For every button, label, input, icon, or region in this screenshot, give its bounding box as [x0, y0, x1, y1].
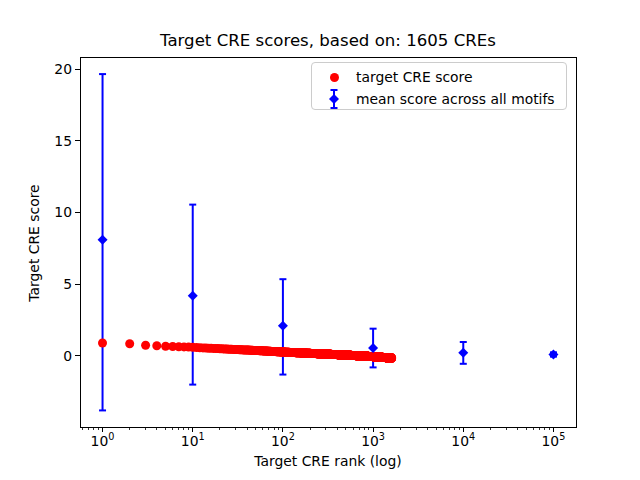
mean-score-diamond [368, 343, 378, 353]
x-tick-label: 101 [181, 431, 205, 449]
x-tick-label: 102 [271, 431, 295, 449]
x-tick-label: 104 [451, 431, 475, 449]
legend: target CRE score mean score across all m… [311, 62, 567, 110]
y-tick-label: 20 [54, 61, 72, 77]
red-dot [125, 339, 134, 348]
legend-entry-target-score: target CRE score [312, 66, 566, 88]
y-axis-label: Target CRE score [26, 143, 42, 343]
mean-score-diamond [548, 349, 558, 359]
mean-score-diamond [188, 291, 198, 301]
x-tick-label: 105 [542, 431, 566, 449]
legend-label: mean score across all motifs [356, 91, 555, 107]
y-tick-label: 5 [63, 276, 72, 292]
red-dot [98, 339, 107, 348]
y-tick-label: 15 [54, 133, 72, 149]
mean-score-diamond [278, 321, 288, 331]
legend-label: target CRE score [356, 69, 473, 85]
legend-diamond-errorbar-icon [312, 88, 356, 110]
axes-frame [80, 58, 576, 428]
mean-score-diamond [98, 235, 108, 245]
chart-title: Target CRE scores, based on: 1605 CREs [80, 31, 576, 50]
legend-red-dot-icon [312, 73, 356, 82]
red-dot [387, 354, 396, 363]
target-score-series [98, 339, 396, 363]
x-tick-label: 100 [91, 431, 115, 449]
x-axis-label: Target CRE rank (log) [80, 453, 576, 469]
red-dot [141, 341, 150, 350]
y-tick-label: 10 [54, 204, 72, 220]
figure: 100 101 102 103 104 105 0 5 10 15 20 Target CRE sc… [0, 0, 640, 480]
mean-score-diamond [458, 348, 468, 358]
red-dot [152, 341, 161, 350]
diamond-errorbar-icon [327, 88, 341, 110]
x-tick-label: 103 [361, 431, 385, 449]
red-dot-icon [330, 73, 339, 82]
legend-entry-mean-score: mean score across all motifs [312, 88, 566, 110]
y-tick-label: 0 [63, 348, 72, 364]
